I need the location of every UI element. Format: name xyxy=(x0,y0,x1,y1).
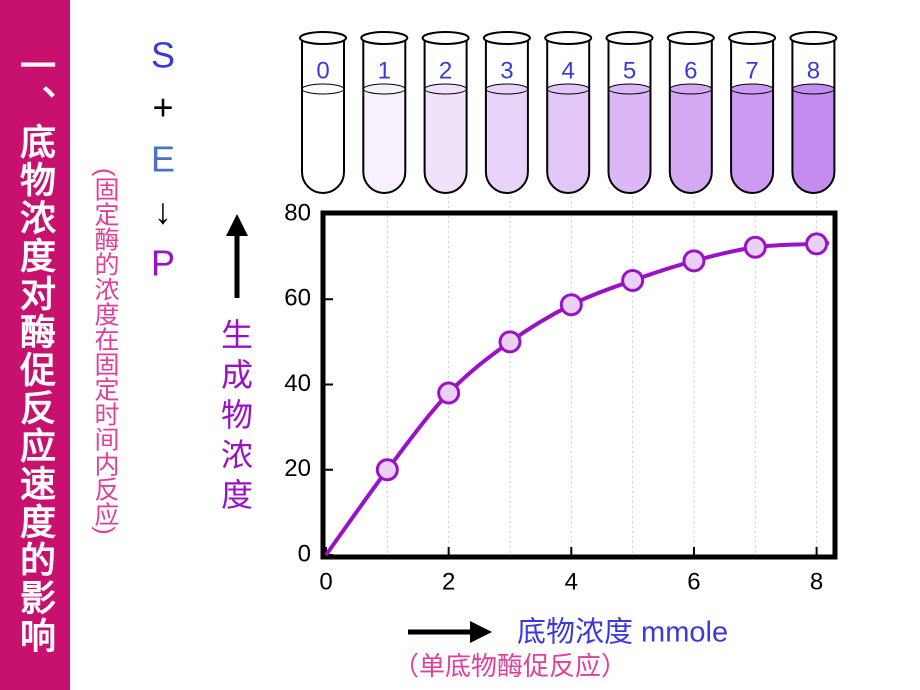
point xyxy=(805,232,829,256)
tube-liquid-top xyxy=(424,83,468,95)
tube xyxy=(607,40,652,194)
tube xyxy=(301,40,345,194)
tube-label: 3 xyxy=(500,57,513,84)
y-tick-label: 80 xyxy=(284,199,311,226)
y-tick-label: 60 xyxy=(284,285,311,312)
tube xyxy=(362,40,407,194)
subtitle: （单底物酶促反应） xyxy=(393,651,627,681)
tube-rim xyxy=(360,31,409,45)
y-arrow-head xyxy=(226,214,248,236)
tube-liquid-top xyxy=(730,83,774,95)
point xyxy=(743,235,767,259)
tube-liquid xyxy=(424,88,467,193)
tube-rim xyxy=(605,31,654,45)
y-tick-label: 0 xyxy=(298,540,311,567)
tube-liquid-top xyxy=(362,83,406,95)
reaction-symbol: S xyxy=(151,35,175,76)
tube-label: 5 xyxy=(623,57,636,84)
tube-liquid-top xyxy=(485,83,529,95)
tube-liquid xyxy=(302,88,344,193)
tube xyxy=(791,40,836,194)
x-axis-label: 底物浓度 mmole xyxy=(517,616,728,649)
tube-rim xyxy=(299,31,347,45)
tube-liquid-top xyxy=(301,83,345,95)
tube-label: 0 xyxy=(316,57,329,84)
x-tick-label: 0 xyxy=(319,568,332,595)
tube-liquid xyxy=(547,88,590,193)
x-tick-label: 6 xyxy=(687,568,700,595)
tube-rim xyxy=(482,31,531,45)
reaction-symbol: E xyxy=(151,139,175,180)
point xyxy=(498,330,522,354)
tube-liquid xyxy=(485,88,528,193)
tube xyxy=(730,40,775,194)
tube-rim xyxy=(666,31,715,45)
reaction-symbol: ↓ xyxy=(154,191,172,232)
tube-liquid xyxy=(669,88,712,193)
tube xyxy=(668,40,713,194)
y-tick-label: 40 xyxy=(284,370,311,397)
x-tick-label: 8 xyxy=(810,568,823,595)
tube xyxy=(484,40,529,194)
slide-title: 一、底物浓度对酶促反应速度的影响 xyxy=(0,0,70,690)
y-tick-label: 20 xyxy=(284,455,311,482)
tube-label: 4 xyxy=(562,57,575,84)
point xyxy=(375,458,399,482)
tube xyxy=(423,40,468,194)
reaction-symbol: P xyxy=(151,243,175,284)
tube-liquid-top xyxy=(791,83,835,95)
tube-liquid xyxy=(792,88,835,193)
tube-rim xyxy=(421,31,470,45)
tube-rim xyxy=(789,31,838,45)
tube-label: 8 xyxy=(807,57,820,84)
tube-label: 1 xyxy=(378,57,391,84)
point xyxy=(437,381,461,405)
y-axis-label: 生成物浓度 xyxy=(221,317,253,513)
x-tick-label: 4 xyxy=(565,568,578,595)
x-tick-label: 2 xyxy=(442,568,455,595)
tube-liquid xyxy=(363,88,406,193)
note: (固定酶的浓度在固定时间内反应) xyxy=(91,168,119,535)
tube-label: 2 xyxy=(439,57,452,84)
tube-liquid-top xyxy=(669,83,713,95)
tube xyxy=(546,40,591,194)
point xyxy=(559,293,583,317)
tube-liquid xyxy=(608,88,651,193)
reaction-symbol: + xyxy=(152,87,173,128)
x-arrow-head xyxy=(470,621,492,643)
tube-rim xyxy=(544,31,593,45)
line xyxy=(324,240,830,557)
tube-liquid-top xyxy=(546,83,590,95)
point xyxy=(682,249,706,273)
point xyxy=(621,268,645,292)
tube-rim xyxy=(728,31,777,45)
tube-label: 6 xyxy=(684,57,697,84)
tube-liquid xyxy=(731,88,774,193)
tube-liquid-top xyxy=(608,83,651,95)
plot-frame xyxy=(320,210,838,560)
tube-label: 7 xyxy=(745,57,758,84)
